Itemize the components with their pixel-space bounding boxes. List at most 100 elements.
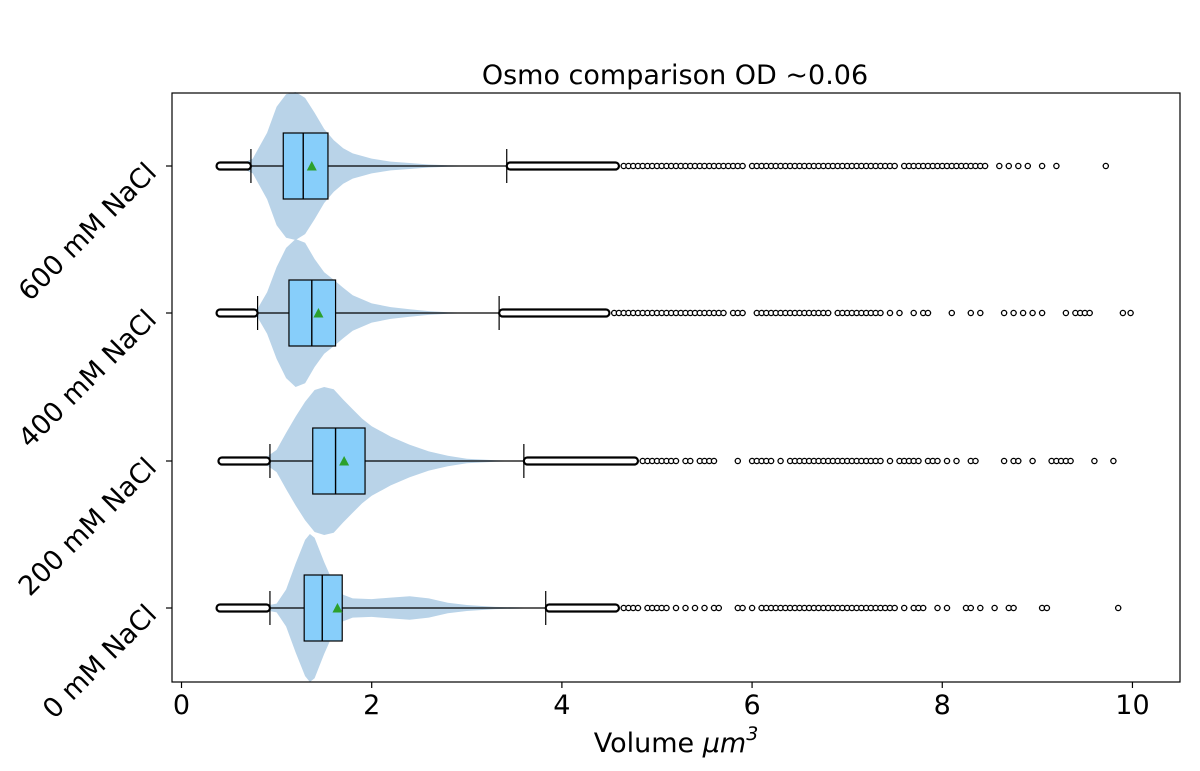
- flier-400-mm-nacl-26: [739, 309, 746, 317]
- y-tick-label-600-mm-nacl: 600 mM NaCl: [13, 157, 163, 307]
- flier-band-low-400-mm-nacl: [215, 308, 259, 318]
- flier-400-mm-nacl-58: [948, 309, 956, 317]
- flier-band-high-600-mm-nacl: [505, 161, 621, 171]
- flier-0-mm-nacl-55: [977, 604, 984, 612]
- flier-400-mm-nacl-54: [896, 309, 903, 317]
- flier-400-mm-nacl-52: [877, 309, 884, 317]
- flier-200-mm-nacl-14: [734, 457, 742, 465]
- flier-0-mm-nacl-9: [672, 604, 680, 612]
- flier-0-mm-nacl-11: [691, 604, 699, 612]
- flier-0-mm-nacl-10: [682, 604, 689, 612]
- flier-200-mm-nacl-20: [777, 457, 784, 465]
- flier-600-mm-nacl-80: [1053, 162, 1060, 170]
- x-axis-label-text: Volume: [594, 728, 703, 759]
- flier-600-mm-nacl-56: [891, 162, 898, 170]
- flier-200-mm-nacl-51: [953, 457, 960, 465]
- flier-200-mm-nacl-63: [1091, 457, 1098, 465]
- flier-200-mm-nacl-53: [972, 457, 979, 465]
- flier-400-mm-nacl-71: [1119, 309, 1127, 317]
- y-tick-label-200-mm-nacl: 200 mM NaCl: [13, 452, 163, 602]
- flier-0-mm-nacl-54: [967, 604, 975, 612]
- flier-200-mm-nacl-46: [915, 457, 922, 465]
- flier-band-high-200-mm-nacl: [522, 456, 640, 466]
- flier-200-mm-nacl-40: [877, 457, 884, 465]
- flier-200-mm-nacl-49: [934, 457, 941, 465]
- flier-400-mm-nacl-72: [1127, 309, 1134, 317]
- flier-0-mm-nacl-3: [634, 604, 642, 612]
- flier-400-mm-nacl-63: [1019, 309, 1027, 317]
- flier-200-mm-nacl-56: [1015, 457, 1022, 465]
- mean-marker-200-mm-nacl: [339, 456, 350, 466]
- x-tick-label-10: 10: [1115, 690, 1149, 721]
- flier-200-mm-nacl-41: [886, 457, 894, 465]
- flier-400-mm-nacl-64: [1029, 309, 1036, 317]
- x-tick-label-8: 8: [934, 690, 951, 721]
- flier-0-mm-nacl-17: [748, 604, 756, 612]
- flier-0-mm-nacl-16: [739, 604, 746, 612]
- box-200-mm-nacl: [312, 427, 366, 495]
- mean-marker-0-mm-nacl: [332, 603, 343, 613]
- x-axis-label-unit: μm: [702, 728, 746, 759]
- flier-0-mm-nacl-58: [1010, 604, 1017, 612]
- flier-600-mm-nacl-77: [1015, 162, 1022, 170]
- flier-200-mm-nacl-57: [1029, 457, 1036, 465]
- flier-400-mm-nacl-66: [1062, 309, 1070, 317]
- x-tick-label-4: 4: [553, 690, 570, 721]
- plot-frame: [171, 92, 1181, 683]
- flier-200-mm-nacl-7: [672, 457, 680, 465]
- flier-400-mm-nacl-65: [1038, 309, 1046, 317]
- flier-400-mm-nacl-62: [1010, 309, 1017, 317]
- flier-600-mm-nacl-76: [1005, 162, 1013, 170]
- flier-400-mm-nacl-57: [924, 309, 932, 317]
- flier-0-mm-nacl-46: [891, 604, 898, 612]
- flier-200-mm-nacl-13: [710, 457, 718, 465]
- flier-200-mm-nacl-64: [1110, 457, 1117, 465]
- flier-0-mm-nacl-56: [991, 604, 998, 612]
- flier-400-mm-nacl-42: [824, 309, 832, 317]
- flier-600-mm-nacl-75: [996, 162, 1003, 170]
- flier-band-low-0-mm-nacl: [215, 603, 272, 613]
- flier-600-mm-nacl-74: [981, 162, 989, 170]
- x-axis-label: Volume μm3: [594, 723, 759, 759]
- flier-0-mm-nacl-52: [943, 604, 951, 612]
- box-600-mm-nacl: [282, 132, 329, 200]
- flier-400-mm-nacl-59: [967, 309, 975, 317]
- x-axis-label-exponent: 3: [746, 723, 758, 745]
- flier-band-high-400-mm-nacl: [498, 308, 611, 318]
- flier-600-mm-nacl-79: [1038, 162, 1046, 170]
- flier-0-mm-nacl-51: [934, 604, 941, 612]
- flier-0-mm-nacl-12: [701, 604, 708, 612]
- flier-band-low-200-mm-nacl: [217, 456, 272, 466]
- flier-600-mm-nacl-25: [739, 162, 746, 170]
- x-tick-label-0: 0: [173, 690, 190, 721]
- flier-600-mm-nacl-78: [1024, 162, 1032, 170]
- flier-200-mm-nacl-54: [1000, 457, 1008, 465]
- flier-200-mm-nacl-9: [687, 457, 694, 465]
- flier-400-mm-nacl-60: [977, 309, 984, 317]
- flier-600-mm-nacl-81: [1102, 162, 1110, 170]
- flier-band-high-0-mm-nacl: [544, 603, 621, 613]
- flier-0-mm-nacl-47: [900, 604, 908, 612]
- flier-0-mm-nacl-8: [663, 604, 670, 612]
- flier-band-low-600-mm-nacl: [215, 161, 253, 171]
- flier-200-mm-nacl-62: [1067, 457, 1074, 465]
- flier-400-mm-nacl-61: [1000, 309, 1008, 317]
- x-tick-label-2: 2: [363, 690, 380, 721]
- x-tick-label-6: 6: [743, 690, 760, 721]
- flier-400-mm-nacl-70: [1086, 309, 1093, 317]
- y-tick-label-0-mm-nacl: 0 mM NaCl: [37, 599, 163, 725]
- flier-400-mm-nacl-53: [886, 309, 894, 317]
- box-0-mm-nacl: [303, 574, 343, 642]
- mean-marker-400-mm-nacl: [313, 308, 324, 318]
- flier-200-mm-nacl-50: [943, 457, 951, 465]
- flier-0-mm-nacl-14: [715, 604, 723, 612]
- flier-200-mm-nacl-19: [767, 457, 775, 465]
- mean-marker-600-mm-nacl: [306, 161, 317, 171]
- flier-0-mm-nacl-60: [1043, 604, 1051, 612]
- y-tick-label-400-mm-nacl: 400 mM NaCl: [13, 304, 163, 454]
- flier-400-mm-nacl-23: [720, 309, 727, 317]
- chart-title: Osmo comparison OD ~0.06: [482, 60, 868, 91]
